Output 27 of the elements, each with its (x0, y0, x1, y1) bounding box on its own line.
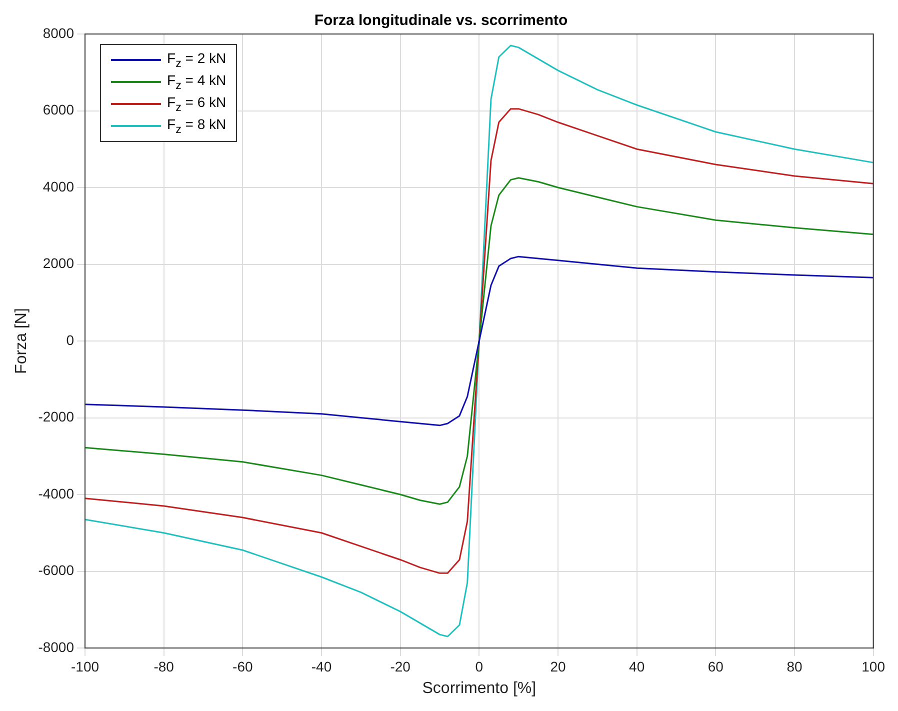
x-tick-label: -80 (154, 658, 174, 674)
x-tick-label: -20 (390, 658, 411, 674)
y-tick-label: -2000 (38, 408, 74, 425)
x-axis-title: Scorrimento [%] (422, 680, 536, 697)
y-tick-label: 6000 (42, 102, 74, 118)
x-tick-label: 80 (786, 658, 802, 674)
x-tick-label: 0 (475, 658, 484, 674)
x-tick-label: 60 (708, 658, 724, 674)
x-tick-label: 100 (862, 658, 886, 674)
x-tick-label: -60 (232, 658, 253, 674)
y-tick-label: -6000 (38, 562, 74, 578)
legend-label: F$_{z}$ = 8 kN (167, 116, 226, 136)
y-tick-label: -4000 (38, 485, 74, 502)
y-tick-label: 0 (66, 332, 74, 348)
y-tick-label: 4000 (42, 178, 74, 194)
y-tick-label: 2000 (42, 255, 74, 272)
x-tick-label: 40 (629, 658, 645, 674)
x-tick-label: -40 (311, 658, 332, 674)
chart-title: Forza longitudinale vs. scorrimento (314, 12, 568, 30)
legend-label: F$_{z}$ = 4 kN (167, 72, 226, 92)
x-tick-label: 20 (550, 658, 566, 674)
x-tick-label: -100 (70, 658, 100, 674)
y-tick-label: -8000 (38, 638, 74, 655)
legend-label: F$_{z}$ = 2 kN (167, 50, 226, 70)
legend-label: F$_{z}$ = 6 kN (167, 94, 226, 114)
y-tick-label: 8000 (42, 24, 74, 41)
y-axis-title: Forza [N] (13, 308, 30, 374)
